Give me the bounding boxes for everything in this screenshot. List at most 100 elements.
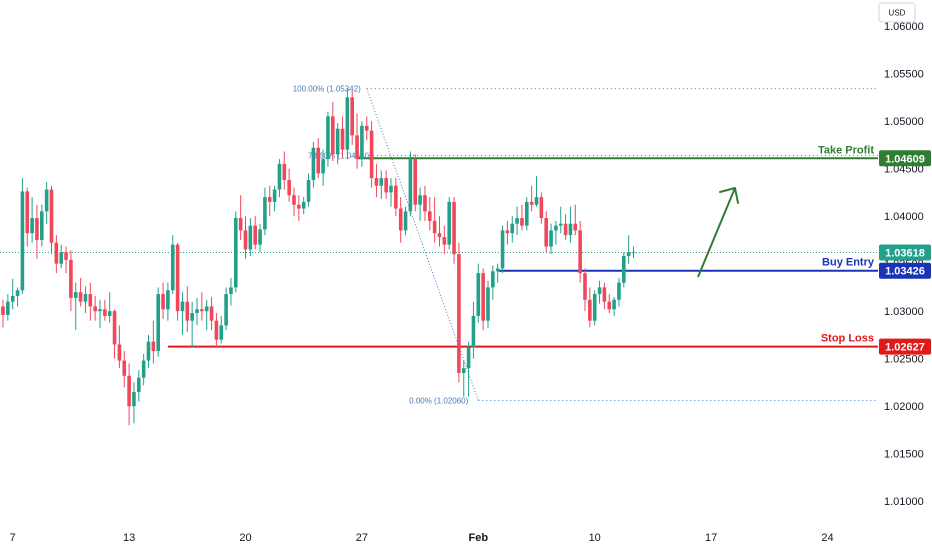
candle[interactable] <box>282 151 287 190</box>
candle[interactable] <box>166 282 170 321</box>
candle[interactable] <box>234 211 238 293</box>
candle[interactable] <box>301 197 306 215</box>
candle[interactable] <box>214 313 219 348</box>
candle[interactable] <box>360 121 364 167</box>
candle[interactable] <box>15 287 20 307</box>
currency-box[interactable] <box>878 2 916 23</box>
buy-entry-tag[interactable] <box>879 262 931 279</box>
candle[interactable] <box>209 296 214 331</box>
candle[interactable] <box>200 292 204 321</box>
candle[interactable] <box>141 353 146 386</box>
current-price-tag[interactable] <box>879 244 931 261</box>
candle[interactable] <box>258 223 262 253</box>
candle[interactable] <box>539 192 544 224</box>
candle[interactable] <box>151 320 156 364</box>
candle[interactable] <box>578 220 582 283</box>
candle[interactable] <box>122 351 127 388</box>
candle[interactable] <box>379 170 384 200</box>
candle[interactable] <box>137 370 141 402</box>
candle[interactable] <box>476 263 481 323</box>
candle[interactable] <box>170 235 175 295</box>
candle[interactable] <box>190 301 194 348</box>
candle[interactable] <box>549 223 553 255</box>
candle[interactable] <box>558 206 563 234</box>
candle[interactable] <box>321 149 325 186</box>
candle[interactable] <box>10 278 15 310</box>
candle[interactable] <box>481 268 485 331</box>
candle[interactable] <box>384 170 388 200</box>
candle[interactable] <box>500 225 505 274</box>
candle[interactable] <box>520 204 524 231</box>
fib-trend-line[interactable] <box>366 88 479 401</box>
candle[interactable] <box>355 113 359 169</box>
candle[interactable] <box>35 204 39 259</box>
candle[interactable] <box>224 287 228 331</box>
candle[interactable] <box>442 225 447 255</box>
candle[interactable] <box>389 178 393 207</box>
candle[interactable] <box>607 294 612 314</box>
candle[interactable] <box>617 277 621 307</box>
candle[interactable] <box>311 142 316 188</box>
candle[interactable] <box>374 163 379 198</box>
candle[interactable] <box>631 246 636 258</box>
candle[interactable] <box>73 282 78 331</box>
candle[interactable] <box>287 168 291 202</box>
candle[interactable] <box>1 299 5 328</box>
candle[interactable] <box>428 197 432 231</box>
candle[interactable] <box>505 220 510 245</box>
candle[interactable] <box>59 244 63 269</box>
candle[interactable] <box>369 121 374 188</box>
candle[interactable] <box>54 235 59 274</box>
candle[interactable] <box>175 242 180 321</box>
candle[interactable] <box>161 282 165 319</box>
candle[interactable] <box>219 315 224 344</box>
candle[interactable] <box>394 178 398 217</box>
candle[interactable] <box>132 382 136 424</box>
candle[interactable] <box>127 363 131 426</box>
take-profit-tag[interactable] <box>879 150 931 167</box>
candle[interactable] <box>534 176 539 207</box>
candle[interactable] <box>263 187 267 236</box>
candle[interactable] <box>6 294 10 321</box>
candle[interactable] <box>345 88 350 160</box>
candle[interactable] <box>461 360 466 397</box>
candle[interactable] <box>117 325 122 369</box>
candle[interactable] <box>44 181 49 224</box>
stop-loss-tag[interactable] <box>879 338 931 355</box>
candle[interactable] <box>432 197 437 243</box>
candle[interactable] <box>350 90 354 145</box>
candle[interactable] <box>398 197 403 243</box>
candle[interactable] <box>626 235 631 264</box>
candle[interactable] <box>597 280 602 304</box>
candle[interactable] <box>335 123 340 164</box>
candle[interactable] <box>292 187 296 217</box>
candle[interactable] <box>588 287 592 328</box>
candle[interactable] <box>248 218 253 257</box>
candle[interactable] <box>515 206 519 236</box>
candle[interactable] <box>88 282 93 321</box>
candle[interactable] <box>583 268 587 312</box>
candle[interactable] <box>277 159 282 198</box>
candle[interactable] <box>98 299 102 329</box>
candle[interactable] <box>486 280 490 329</box>
candle[interactable] <box>253 216 257 250</box>
candle[interactable] <box>457 242 461 383</box>
candle[interactable] <box>466 341 471 397</box>
candle[interactable] <box>525 197 529 231</box>
candle[interactable] <box>272 185 277 212</box>
candle[interactable] <box>49 185 54 255</box>
candle[interactable] <box>602 282 607 310</box>
candle[interactable] <box>423 185 427 221</box>
candle[interactable] <box>612 296 616 316</box>
candle[interactable] <box>112 309 117 359</box>
candle[interactable] <box>78 277 83 307</box>
candle[interactable] <box>316 138 321 179</box>
candle[interactable] <box>243 216 248 259</box>
candle[interactable] <box>447 197 451 250</box>
candle[interactable] <box>40 204 44 247</box>
candle[interactable] <box>185 286 190 333</box>
candle[interactable] <box>156 287 160 357</box>
candle[interactable] <box>544 211 548 253</box>
candle[interactable] <box>238 195 243 240</box>
